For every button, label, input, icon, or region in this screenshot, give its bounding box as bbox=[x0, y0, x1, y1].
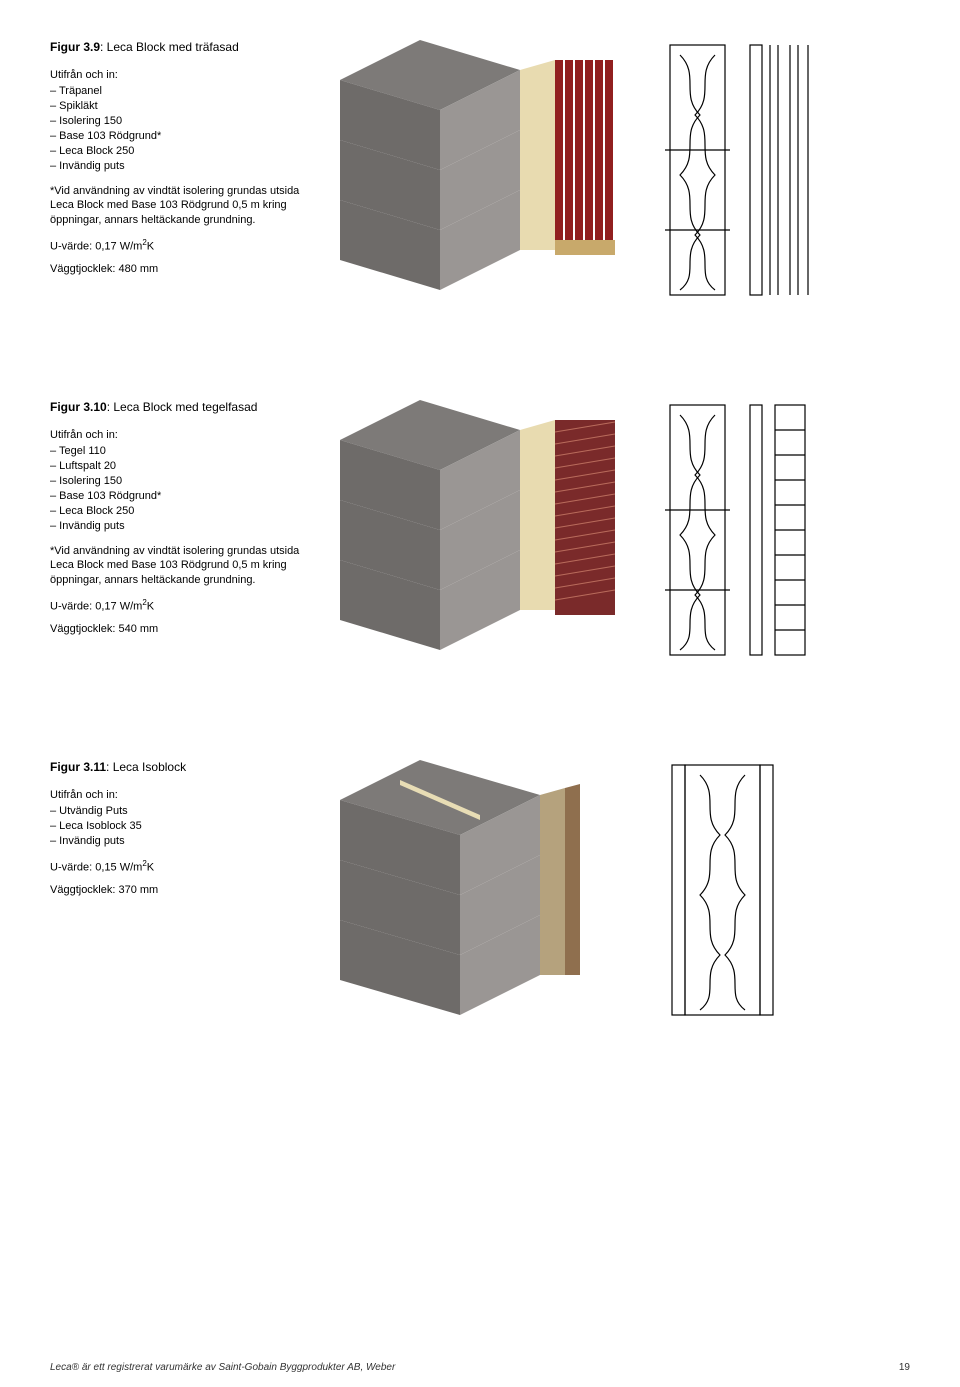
uvalue: U-värde: 0,15 W/m2K bbox=[50, 859, 310, 874]
section-diagram-310 bbox=[660, 400, 820, 660]
figure-row-39: Figur 3.9: Leca Block med träfasad Utifr… bbox=[50, 40, 910, 300]
text-col-310: Figur 3.10: Leca Block med tegelfasad Ut… bbox=[50, 400, 310, 635]
layer: – Isolering 150 bbox=[50, 114, 310, 129]
uvalue: U-värde: 0,17 W/m2K bbox=[50, 238, 310, 253]
fig-title: : Leca Block med tegelfasad bbox=[107, 400, 258, 414]
layer: – Luftspalt 20 bbox=[50, 459, 310, 474]
layer: – Base 103 Rödgrund* bbox=[50, 129, 310, 144]
iso-illustration-310 bbox=[340, 400, 630, 660]
fig-title: : Leca Block med träfasad bbox=[100, 40, 239, 54]
page-number: 19 bbox=[899, 1362, 910, 1373]
intro: Utifrån och in: bbox=[50, 788, 310, 803]
text-col-39: Figur 3.9: Leca Block med träfasad Utifr… bbox=[50, 40, 310, 275]
iso-illustration-311 bbox=[340, 760, 630, 1020]
fig-label: Figur 3.11 bbox=[50, 760, 106, 774]
figure-row-310: Figur 3.10: Leca Block med tegelfasad Ut… bbox=[50, 400, 910, 660]
figure-row-311: Figur 3.11: Leca Isoblock Utifrån och in… bbox=[50, 760, 910, 1020]
footer-text: Leca® är ett registrerat varumärke av Sa… bbox=[50, 1362, 395, 1373]
fig-label: Figur 3.9 bbox=[50, 40, 100, 54]
layer: – Tegel 110 bbox=[50, 444, 310, 459]
layer: – Leca Block 250 bbox=[50, 144, 310, 159]
page-footer: Leca® är ett registrerat varumärke av Sa… bbox=[50, 1362, 910, 1373]
note: *Vid användning av vindtät isolering gru… bbox=[50, 544, 310, 589]
fig-caption-39: Figur 3.9: Leca Block med träfasad bbox=[50, 40, 310, 56]
layer: – Leca Block 250 bbox=[50, 504, 310, 519]
section-diagram-39 bbox=[660, 40, 820, 300]
intro: Utifrån och in: bbox=[50, 428, 310, 443]
img-col-39 bbox=[340, 40, 910, 300]
fig-title: : Leca Isoblock bbox=[106, 760, 186, 774]
layer: – Base 103 Rödgrund* bbox=[50, 489, 310, 504]
layer: – Träpanel bbox=[50, 84, 310, 99]
intro: Utifrån och in: bbox=[50, 68, 310, 83]
uvalue: U-värde: 0,17 W/m2K bbox=[50, 598, 310, 613]
layer: – Utvändig Puts bbox=[50, 804, 310, 819]
text-col-311: Figur 3.11: Leca Isoblock Utifrån och in… bbox=[50, 760, 310, 896]
note: *Vid användning av vindtät isolering gru… bbox=[50, 184, 310, 229]
img-col-311 bbox=[340, 760, 910, 1020]
layer: – Isolering 150 bbox=[50, 474, 310, 489]
layer: – Invändig puts bbox=[50, 834, 310, 849]
document-page: Figur 3.9: Leca Block med träfasad Utifr… bbox=[0, 0, 960, 1387]
fig-label: Figur 3.10 bbox=[50, 400, 107, 414]
thickness: Väggtjocklek: 370 mm bbox=[50, 884, 310, 896]
layer: – Invändig puts bbox=[50, 519, 310, 534]
fig-caption-311: Figur 3.11: Leca Isoblock bbox=[50, 760, 310, 776]
thickness: Väggtjocklek: 540 mm bbox=[50, 623, 310, 635]
fig-caption-310: Figur 3.10: Leca Block med tegelfasad bbox=[50, 400, 310, 416]
img-col-310 bbox=[340, 400, 910, 660]
iso-illustration-39 bbox=[340, 40, 630, 300]
layer: – Invändig puts bbox=[50, 159, 310, 174]
thickness: Väggtjocklek: 480 mm bbox=[50, 263, 310, 275]
section-diagram-311 bbox=[660, 760, 820, 1020]
layer: – Leca Isoblock 35 bbox=[50, 819, 310, 834]
layer: – Spikläkt bbox=[50, 99, 310, 114]
